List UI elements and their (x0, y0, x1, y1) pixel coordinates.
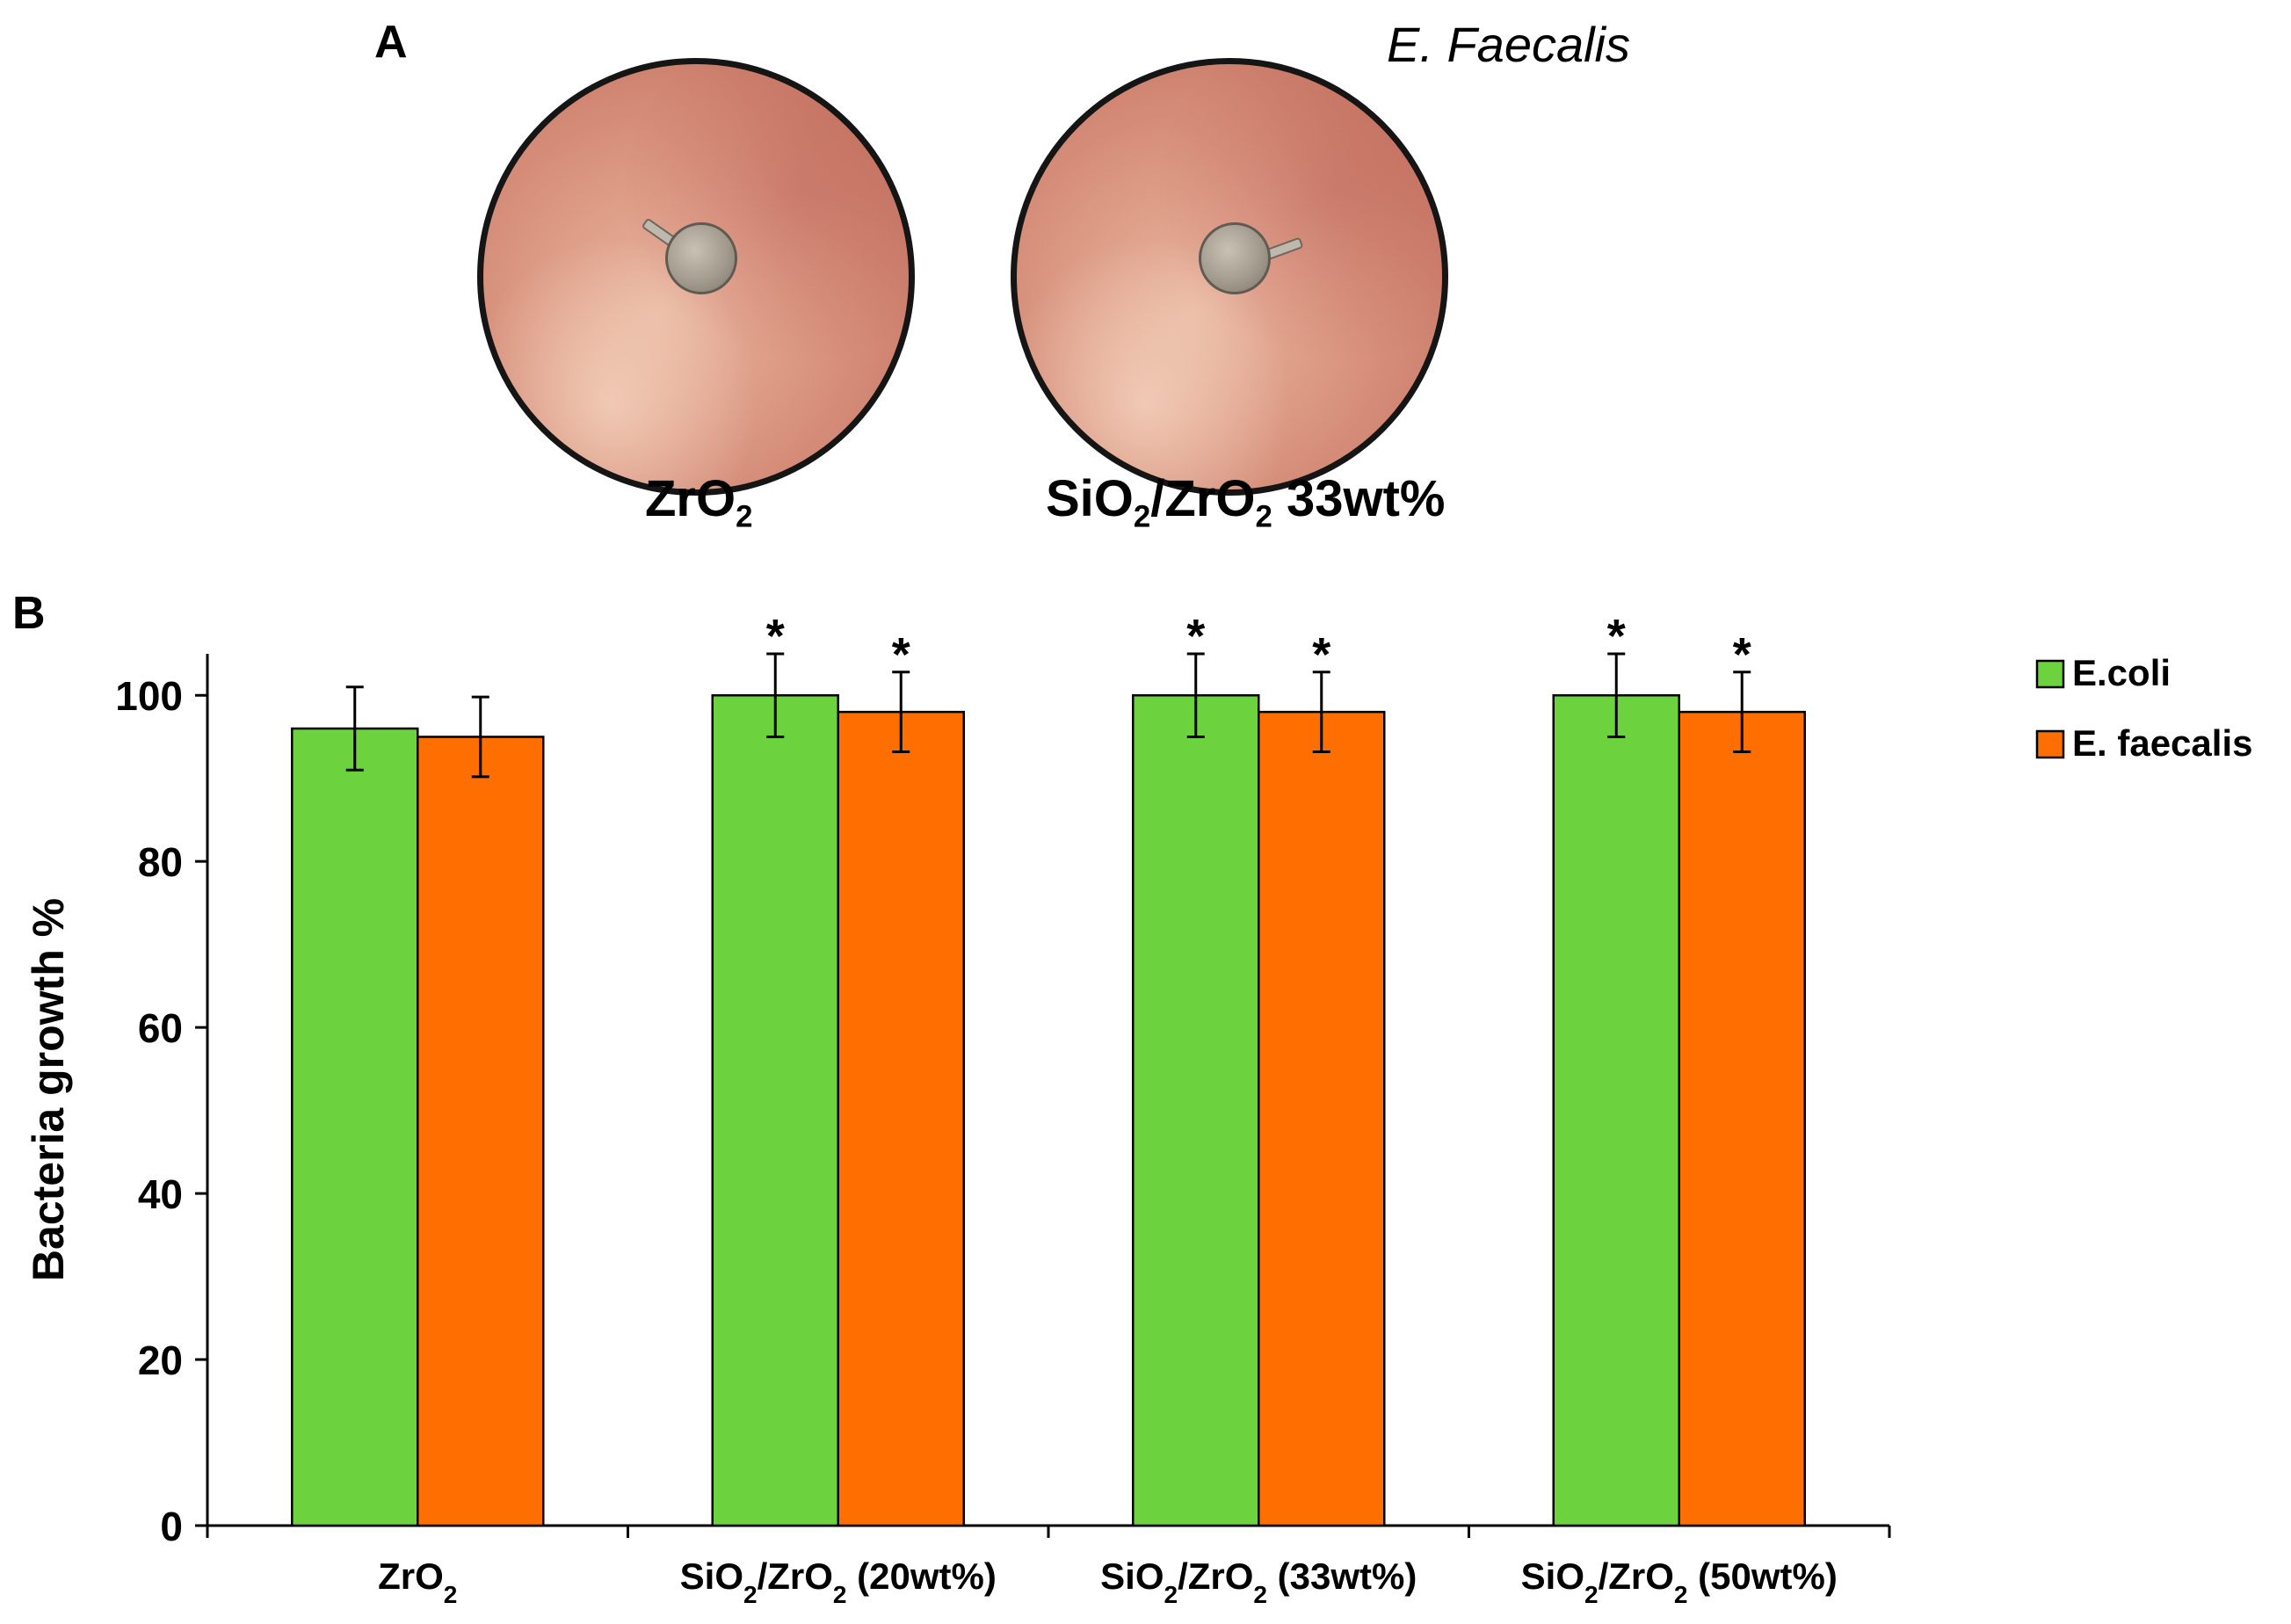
bar-ecoli (1552, 693, 1680, 1527)
x-tick-label: SiO2/ZrO2 (50wt%) (1521, 1555, 1838, 1608)
y-tick-label: 80 (138, 839, 183, 885)
significance-marker: * (1186, 610, 1205, 663)
y-tick-label: 40 (138, 1171, 183, 1217)
sample-disc (665, 222, 737, 294)
significance-marker: * (1607, 610, 1626, 663)
legend-label-ecoli: E.coli (2072, 652, 2171, 693)
significance-marker: * (892, 628, 910, 681)
petri-dish-sio2-zro2 (1011, 58, 1448, 496)
bar-ecoli (291, 727, 419, 1527)
y-tick-label: 20 (138, 1338, 183, 1383)
bar-ecoli (711, 693, 839, 1527)
plate-label-sio2-zro2: SiO2/ZrO2 33wt% (1046, 470, 1446, 534)
legend-swatch-ecoli (2035, 659, 2065, 689)
y-tick-label: 0 (160, 1504, 183, 1549)
y-axis-title: Bacteria growth % (24, 898, 73, 1281)
plate-label-zro2: ZrO2 (645, 470, 753, 534)
significance-marker: * (1733, 628, 1751, 681)
significance-marker: * (1312, 628, 1330, 681)
sample-disc (1199, 222, 1271, 294)
y-tick-label: 100 (115, 673, 183, 719)
species-title: E. Faecalis (1387, 17, 1630, 72)
bar-efaecalis (1258, 710, 1386, 1527)
bar-ecoli (1132, 693, 1260, 1527)
petri-dish-zro2 (477, 58, 915, 496)
panel-a-letter: A (374, 17, 408, 68)
x-tick-label: SiO2/ZrO2 (20wt%) (680, 1555, 997, 1608)
significance-marker: * (766, 610, 785, 663)
y-tick-label: 60 (138, 1005, 183, 1051)
legend-label-efaecalis: E. faecalis (2072, 722, 2252, 764)
bar-efaecalis (837, 710, 965, 1527)
bar-efaecalis (417, 736, 545, 1527)
panel-b-letter: B (12, 588, 46, 639)
x-tick-label: ZrO2 (378, 1555, 457, 1608)
legend-swatch-efaecalis (2035, 729, 2065, 759)
bar-efaecalis (1678, 710, 1806, 1527)
x-tick-label: SiO2/ZrO2 (33wt%) (1100, 1555, 1417, 1608)
